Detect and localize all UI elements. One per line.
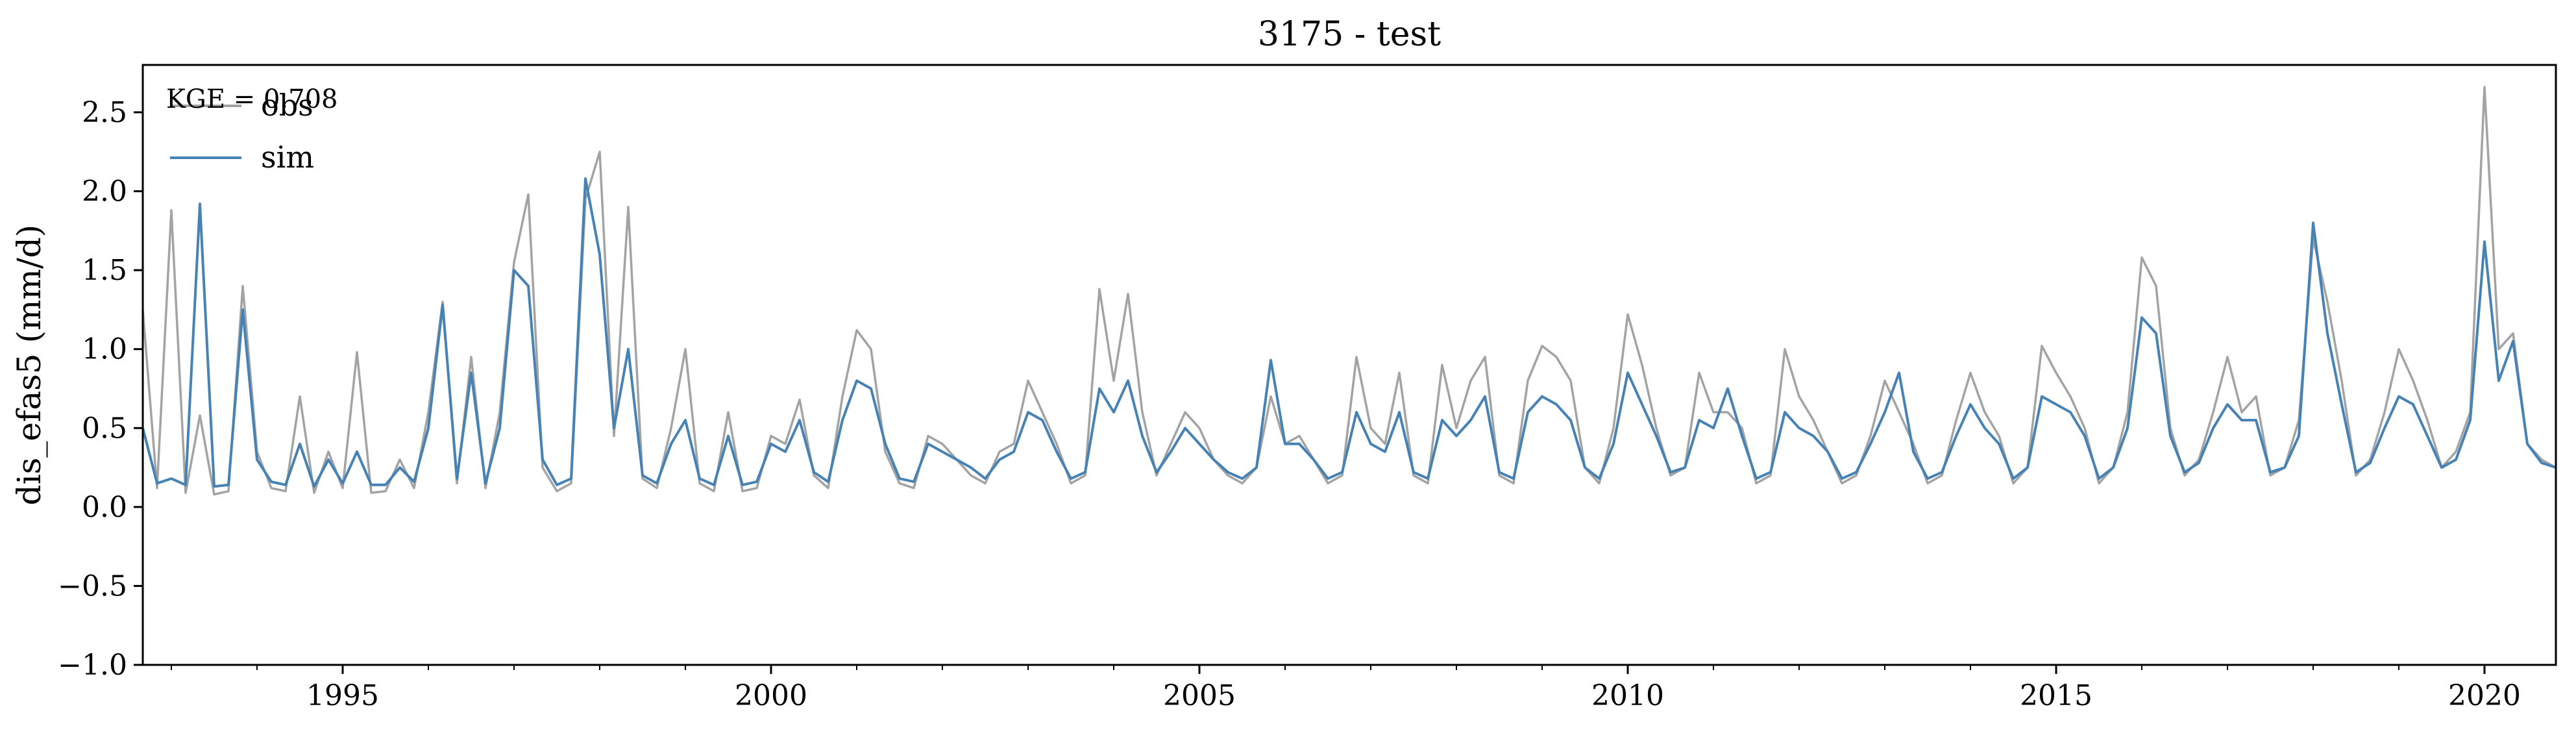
chart-title: 3175 - test — [1258, 15, 1441, 54]
y-tick-label: 0.5 — [82, 412, 127, 445]
legend-label-sim: sim — [261, 140, 314, 175]
plot-frame — [141, 64, 2557, 666]
legend: obs sim — [170, 88, 314, 175]
x-axis-ticks: 1995 2000 2005 2010 2015 2020 — [171, 665, 2521, 712]
x-tick-label: 2000 — [735, 679, 807, 712]
series-line-obs — [141, 86, 2557, 496]
y-axis-ticks: 2.5 2.0 1.5 1.0 0.5 0.0 −0.5 −1.0 — [58, 96, 143, 682]
legend-label-obs: obs — [261, 88, 313, 123]
y-tick-label: 2.5 — [82, 96, 127, 129]
series-line-sim — [141, 177, 2557, 488]
y-tick-label: 2.0 — [82, 175, 127, 208]
x-tick-label: 2005 — [1163, 679, 1236, 712]
y-tick-label: 1.5 — [82, 254, 127, 287]
kge-annotation: KGE = 0.708 — [166, 84, 338, 114]
y-tick-label: 1.0 — [82, 333, 127, 366]
x-tick-label: 2010 — [1591, 679, 1664, 712]
series-layer — [141, 86, 2557, 496]
y-tick-label: −1.0 — [58, 649, 127, 682]
y-axis-label: dis_efas5 (mm/d) — [10, 225, 48, 506]
x-tick-label: 1995 — [306, 679, 379, 712]
x-tick-label: 2015 — [2020, 679, 2092, 712]
y-tick-label: 0.0 — [82, 491, 127, 524]
y-tick-label: −0.5 — [58, 569, 127, 603]
x-tick-label: 2020 — [2448, 679, 2521, 712]
